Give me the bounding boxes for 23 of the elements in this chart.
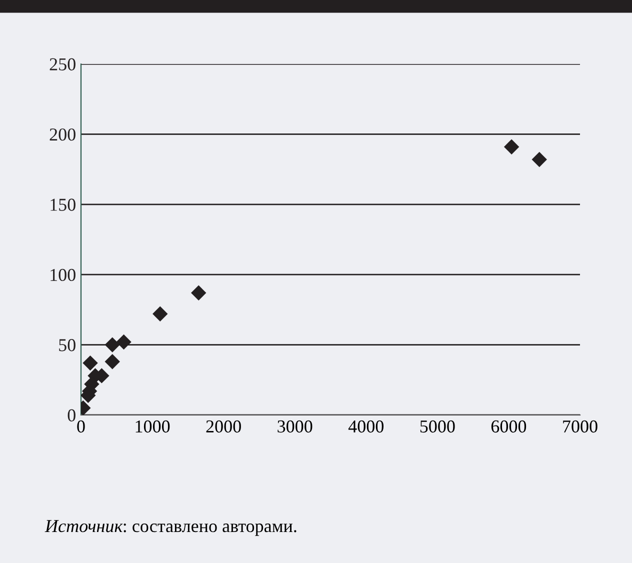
y-tick-label: 250 [50, 58, 76, 70]
x-tick-label: 5000 [420, 420, 455, 433]
x-tick-label: 3000 [278, 420, 312, 433]
x-tick-label: 7000 [563, 420, 598, 433]
text: Источник: составлено авторами. [44, 520, 296, 536]
point [532, 152, 547, 168]
point [504, 139, 520, 154]
x-tick-label: 1000 [136, 420, 170, 433]
point [191, 285, 206, 300]
y-tick-label: 150 [50, 198, 76, 211]
x-tick-label: 6000 [491, 420, 526, 433]
y-tick-label: 0 [68, 409, 76, 422]
y-tick-label: 50 [59, 339, 76, 352]
x-tick-label: 2000 [206, 420, 241, 433]
y-tick-label: 200 [50, 128, 76, 141]
point [104, 354, 120, 370]
y-tick-label: 100 [50, 268, 76, 282]
x-tick-label: 4000 [348, 420, 384, 433]
point [116, 334, 132, 350]
point [82, 355, 98, 371]
x-tick-label: 0 [77, 420, 85, 433]
point [104, 337, 120, 352]
point [152, 306, 168, 322]
